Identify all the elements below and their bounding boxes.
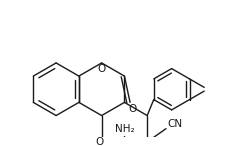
- Text: CN: CN: [168, 119, 183, 129]
- Text: O: O: [129, 104, 137, 114]
- Text: NH₂: NH₂: [115, 124, 134, 134]
- Text: O: O: [98, 64, 106, 74]
- Text: O: O: [96, 137, 104, 146]
